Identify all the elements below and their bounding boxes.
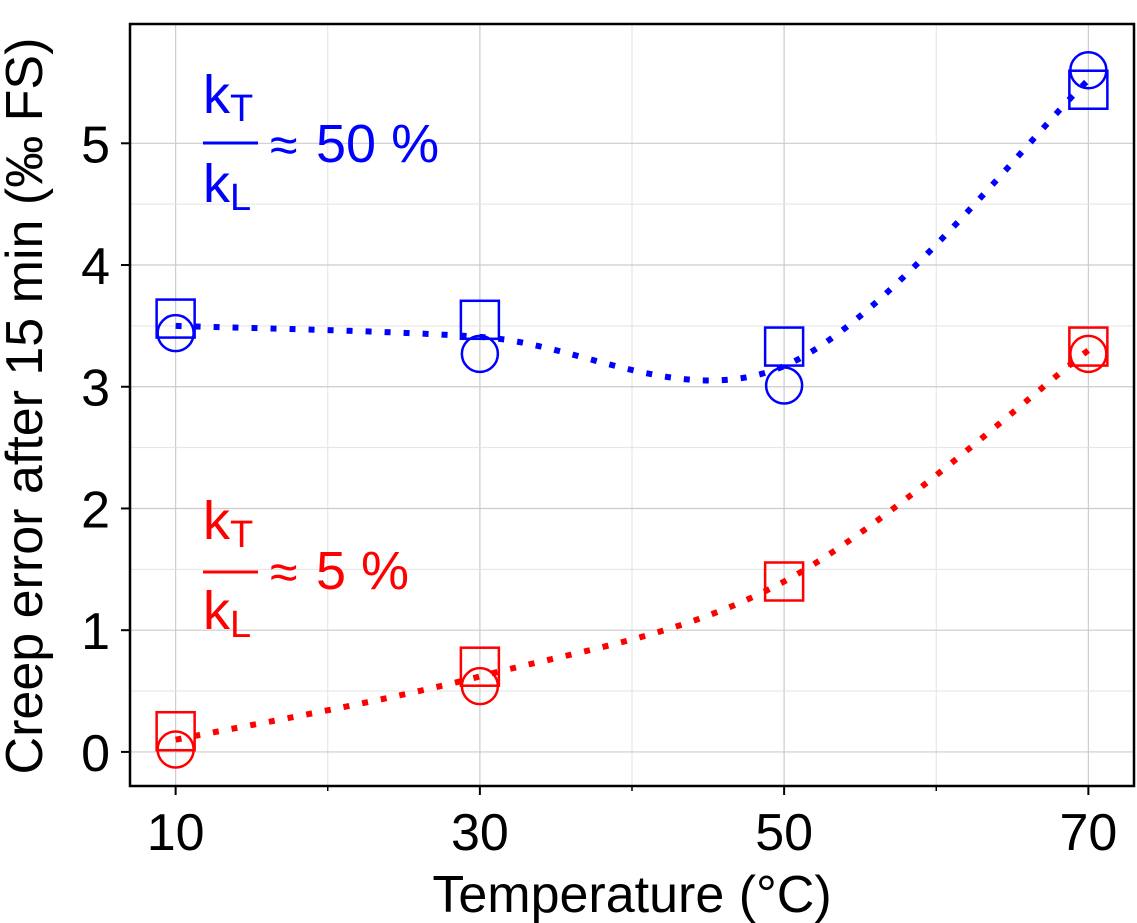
x-tick-label: 10: [147, 804, 205, 862]
x-tick-label: 30: [451, 804, 509, 862]
grid: [130, 24, 1134, 786]
series-1-square-point: [155, 710, 196, 752]
series-1-square-point: [1068, 326, 1109, 367]
series-1-circle-point: [156, 730, 195, 769]
series-1-trend-line: [175, 347, 1091, 743]
y-axis-label: Creep error after 15 min (‰ FS): [0, 38, 54, 775]
series-layer: [155, 51, 1109, 769]
annotation-blue: kT kL ≈ 50 %: [203, 65, 439, 219]
annotation-blue-value: 50 %: [316, 114, 439, 174]
series-0-trend-line: [175, 77, 1091, 384]
axes: 10 30 50 70 0 1 2 3 4 5: [81, 116, 1117, 862]
annotation-red: kT kL ≈ 5 %: [203, 491, 409, 646]
x-tick-label: 70: [1059, 804, 1117, 862]
annotation-blue-relation: ≈: [270, 117, 297, 173]
y-tick-label: 5: [81, 116, 110, 174]
x-tick-label: 50: [755, 804, 813, 862]
series-1-square-point: [459, 646, 501, 687]
annotation-red-numerator: kT: [203, 491, 253, 556]
annotation-red-value: 5 %: [316, 541, 409, 601]
series-0-circle-point: [460, 334, 500, 374]
annotation-red-relation: ≈: [270, 544, 297, 600]
series-1-circle-point: [1069, 334, 1108, 374]
x-axis-label: Temperature (°C): [432, 866, 831, 923]
series-0-square-point: [1068, 69, 1109, 110]
series-0-square-point: [763, 326, 805, 367]
annotation-blue-numerator: kT: [203, 65, 253, 130]
y-tick-label: 3: [81, 360, 110, 418]
series-0-circle-point: [1069, 51, 1108, 90]
series-1: [155, 326, 1109, 769]
series-0-circle-point: [764, 366, 804, 405]
y-tick-label: 4: [81, 238, 110, 296]
y-tick-label: 0: [81, 725, 110, 783]
y-tick-label: 2: [81, 481, 110, 539]
series-0-circle-point: [156, 313, 195, 353]
annotation-red-denominator: kL: [203, 581, 251, 646]
series-1-square-point: [763, 561, 805, 602]
series-1-circle-point: [460, 666, 500, 706]
series-0-square-point: [459, 299, 501, 341]
y-tick-label: 1: [81, 603, 110, 661]
annotation-blue-denominator: kL: [203, 154, 251, 219]
series-0-square-point: [155, 298, 196, 339]
series-0: [155, 51, 1109, 405]
